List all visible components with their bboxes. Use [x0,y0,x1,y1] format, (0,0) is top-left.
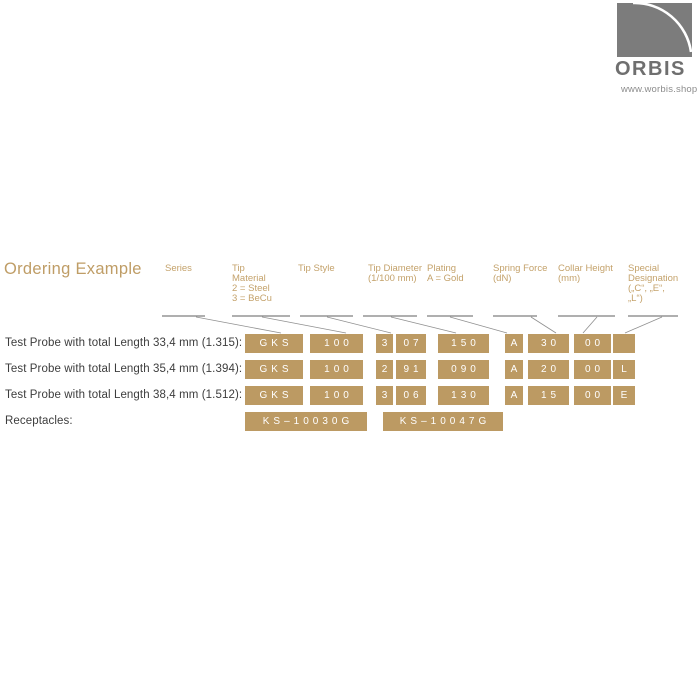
column-header-collar-height: Collar Height (mm) [558,263,613,284]
code-box: 3 [376,334,393,353]
code-box: 30 [528,334,569,353]
row-label-receptacles: Receptacles: [5,415,73,427]
quarter-arc-icon [633,3,692,53]
connector-lines [162,315,678,334]
row-label-probe-354: Test Probe with total Length 35,4 mm (1.… [5,363,243,375]
row-label-probe-334: Test Probe with total Length 33,4 mm (1.… [5,337,243,349]
code-box: GKS [245,360,303,379]
code-box: 00 [574,334,611,353]
orbis-website-text: www.worbis.shop [621,84,698,95]
code-box: 91 [396,360,426,379]
orbis-logo-mark [617,3,692,57]
code-box: 090 [438,360,489,379]
code-box: 20 [528,360,569,379]
code-box: GKS [245,386,303,405]
code-box: 100 [310,334,363,353]
column-header-series: Series [165,263,192,274]
receptacle-code-box: KS–10030G [245,412,367,431]
column-header-tip-material: Tip Material 2 = Steel 3 = BeCu [232,263,272,304]
code-box: A [505,386,523,405]
code-box: 00 [574,360,611,379]
code-box: 00 [574,386,611,405]
column-header-special-designation: Special Designation („C“, „E“, „L“) [628,263,679,304]
code-box: L [613,360,635,379]
code-box: 06 [396,386,426,405]
code-box: GKS [245,334,303,353]
orbis-brand-text: ORBIS [615,58,686,80]
code-box [613,334,635,353]
row-label-probe-384: Test Probe with total Length 38,4 mm (1.… [5,389,243,401]
code-box: 100 [310,386,363,405]
code-box: 2 [376,360,393,379]
code-box: 150 [438,334,489,353]
code-box: A [505,360,523,379]
code-box: 15 [528,386,569,405]
code-box: 3 [376,386,393,405]
column-header-spring-force: Spring Force (dN) [493,263,548,284]
column-header-tip-style: Tip Style [298,263,335,274]
column-header-tip-diameter: Tip Diameter (1/100 mm) [368,263,423,284]
column-header-plating: Plating A = Gold [427,263,464,284]
receptacle-code-box: KS–10047G [383,412,503,431]
page-title: Ordering Example [4,260,142,278]
code-box: 130 [438,386,489,405]
code-box: E [613,386,635,405]
code-box: A [505,334,523,353]
code-box: 07 [396,334,426,353]
code-box: 100 [310,360,363,379]
